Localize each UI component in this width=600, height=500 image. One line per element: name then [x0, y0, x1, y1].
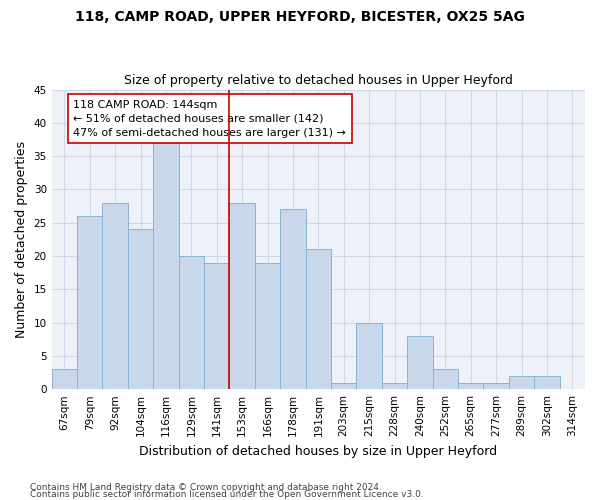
- Bar: [77, 216, 103, 389]
- Bar: [458, 382, 484, 389]
- Bar: [534, 376, 560, 389]
- Bar: [382, 382, 407, 389]
- Bar: [179, 256, 204, 389]
- Bar: [433, 369, 458, 389]
- Bar: [153, 143, 179, 389]
- Bar: [407, 336, 433, 389]
- Bar: [305, 250, 331, 389]
- Bar: [103, 202, 128, 389]
- Text: Contains public sector information licensed under the Open Government Licence v3: Contains public sector information licen…: [30, 490, 424, 499]
- Bar: [52, 369, 77, 389]
- Bar: [280, 210, 305, 389]
- Bar: [255, 262, 280, 389]
- Bar: [128, 230, 153, 389]
- Title: Size of property relative to detached houses in Upper Heyford: Size of property relative to detached ho…: [124, 74, 513, 87]
- Bar: [356, 322, 382, 389]
- Bar: [204, 262, 229, 389]
- Bar: [509, 376, 534, 389]
- Text: Contains HM Land Registry data © Crown copyright and database right 2024.: Contains HM Land Registry data © Crown c…: [30, 484, 382, 492]
- Text: 118, CAMP ROAD, UPPER HEYFORD, BICESTER, OX25 5AG: 118, CAMP ROAD, UPPER HEYFORD, BICESTER,…: [75, 10, 525, 24]
- Bar: [484, 382, 509, 389]
- X-axis label: Distribution of detached houses by size in Upper Heyford: Distribution of detached houses by size …: [139, 444, 497, 458]
- Bar: [331, 382, 356, 389]
- Y-axis label: Number of detached properties: Number of detached properties: [15, 141, 28, 338]
- Bar: [229, 202, 255, 389]
- Text: 118 CAMP ROAD: 144sqm
← 51% of detached houses are smaller (142)
47% of semi-det: 118 CAMP ROAD: 144sqm ← 51% of detached …: [73, 100, 346, 138]
